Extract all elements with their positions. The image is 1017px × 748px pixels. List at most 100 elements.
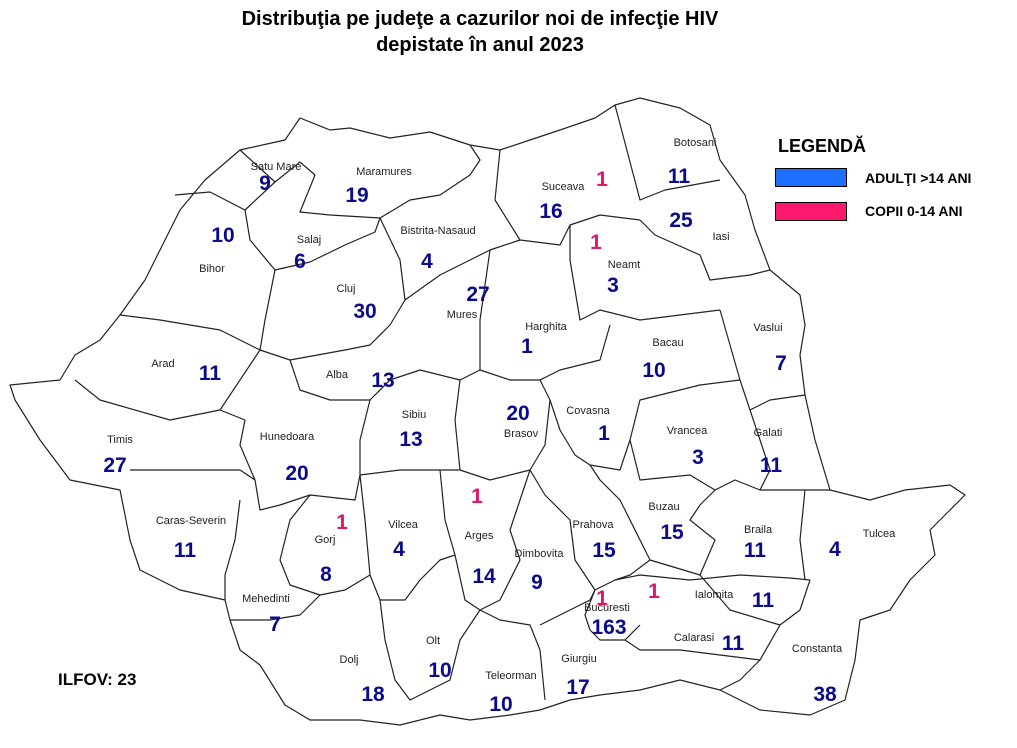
county-name-prahova: Prahova bbox=[573, 519, 615, 531]
adult-count-dolj: 18 bbox=[361, 683, 385, 706]
adult-count-teleorman: 10 bbox=[489, 693, 512, 716]
legend-label-children: COPII 0-14 ANI bbox=[865, 203, 963, 219]
county-name-covasna: Covasna bbox=[566, 405, 610, 417]
adult-count-vilcea: 4 bbox=[393, 538, 405, 561]
adult-count-galati: 11 bbox=[760, 454, 783, 477]
country-outline bbox=[9, 97, 966, 726]
county-name-brasov: Brasov bbox=[504, 428, 539, 440]
legend-label-adults: ADULŢI >14 ANI bbox=[865, 170, 972, 186]
county-name-suceava: Suceava bbox=[542, 181, 586, 193]
county-name-buzau: Buzau bbox=[648, 501, 679, 513]
county-name-timis: Timis bbox=[107, 434, 133, 446]
county-name-calarasi: Calarasi bbox=[674, 632, 714, 644]
adult-count-giurgiu: 17 bbox=[566, 676, 589, 699]
adult-count-ialomita: 11 bbox=[752, 589, 775, 612]
adult-count-bacau: 10 bbox=[642, 359, 665, 382]
county-name-olt: Olt bbox=[426, 635, 440, 647]
adult-count-calarasi: 11 bbox=[722, 632, 745, 655]
adult-count-dimbovita: 9 bbox=[531, 571, 543, 594]
legend-swatch-adults bbox=[775, 168, 847, 187]
county-name-mures: Mures bbox=[447, 309, 478, 321]
child-count-ialomita: 1 bbox=[648, 580, 660, 603]
adult-count-vaslui: 7 bbox=[775, 352, 787, 375]
county-name-braila: Braila bbox=[744, 524, 773, 536]
county-name-harghita: Harghita bbox=[525, 321, 567, 333]
adult-count-maramures: 19 bbox=[345, 184, 368, 207]
adult-count-cluj: 30 bbox=[353, 300, 376, 323]
adult-count-buzau: 15 bbox=[660, 521, 684, 544]
map-title-line-1: Distribuţia pe judeţe a cazurilor noi de… bbox=[241, 8, 719, 30]
adult-count-neamt: 3 bbox=[607, 274, 619, 297]
adult-count-botosani: 11 bbox=[668, 165, 691, 188]
county-name-arges: Arges bbox=[465, 530, 494, 542]
county-name-alba: Alba bbox=[326, 369, 349, 381]
adult-count-alba: 13 bbox=[371, 369, 394, 392]
county-name-neamt: Neamt bbox=[608, 259, 640, 271]
county-name-arad: Arad bbox=[151, 358, 174, 370]
adult-count-iasi: 25 bbox=[669, 209, 693, 232]
county-name-gorj: Gorj bbox=[315, 534, 336, 546]
county-name-galati: Galati bbox=[754, 427, 783, 439]
adult-count-hunedoara: 20 bbox=[285, 462, 308, 485]
adult-count-harghita: 1 bbox=[521, 335, 533, 358]
map-title-line-2: depistate în anul 2023 bbox=[376, 34, 584, 56]
county-name-salaj: Salaj bbox=[297, 234, 321, 246]
child-count-neamt: 1 bbox=[590, 231, 602, 254]
child-count-suceava: 1 bbox=[596, 168, 608, 191]
legend-swatch-children bbox=[775, 202, 847, 221]
county-name-dimbovita: Dimbovita bbox=[515, 548, 565, 560]
county-name-bihor: Bihor bbox=[199, 263, 225, 275]
adult-count-timis: 27 bbox=[103, 454, 126, 477]
child-count-bucuresti: 1 bbox=[596, 587, 608, 610]
county-name-bistrita-nasaud: Bistrita-Nasaud bbox=[400, 225, 475, 237]
adult-count-vrancea: 3 bbox=[692, 446, 704, 469]
county-name-sibiu: Sibiu bbox=[402, 409, 426, 421]
county-name-bacau: Bacau bbox=[652, 337, 683, 349]
adult-count-covasna: 1 bbox=[598, 422, 610, 445]
county-name-satu-mare: Satu Mare bbox=[251, 161, 302, 173]
adult-count-mehedinti: 7 bbox=[269, 613, 281, 636]
child-count-gorj: 1 bbox=[336, 511, 348, 534]
county-name-ialomita: Ialomita bbox=[695, 589, 734, 601]
county-name-cluj: Cluj bbox=[337, 283, 356, 295]
county-name-mehedinti: Mehedinti bbox=[242, 593, 290, 605]
adult-count-arges: 14 bbox=[472, 565, 496, 588]
adult-count-satu-mare: 9 bbox=[259, 172, 271, 195]
child-count-arges: 1 bbox=[471, 485, 483, 508]
county-name-vilcea: Vilcea bbox=[388, 519, 419, 531]
county-name-vaslui: Vaslui bbox=[753, 322, 782, 334]
county-name-bucuresti: Bucuresti bbox=[584, 602, 630, 614]
county-name-caras-severin: Caras-Severin bbox=[156, 515, 226, 527]
adult-count-prahova: 15 bbox=[592, 539, 616, 562]
county-name-hunedoara: Hunedoara bbox=[260, 431, 315, 443]
county-name-constanta: Constanta bbox=[792, 643, 843, 655]
county-name-giurgiu: Giurgiu bbox=[561, 653, 596, 665]
adult-count-braila: 11 bbox=[744, 539, 767, 562]
adult-count-constanta: 38 bbox=[813, 683, 837, 706]
adult-count-olt: 10 bbox=[428, 659, 451, 682]
adult-count-bucuresti: 163 bbox=[591, 616, 626, 639]
county-name-vrancea: Vrancea bbox=[667, 425, 708, 437]
county-name-botosani: Botosani bbox=[674, 137, 717, 149]
county-name-dolj: Dolj bbox=[340, 654, 359, 666]
adult-count-mures: 27 bbox=[466, 283, 489, 306]
county-name-maramures: Maramures bbox=[356, 166, 412, 178]
adult-count-salaj: 6 bbox=[294, 250, 306, 273]
adult-count-tulcea: 4 bbox=[829, 538, 841, 561]
adult-count-arad: 11 bbox=[199, 362, 222, 385]
legend-title: LEGENDĂ bbox=[778, 136, 867, 156]
adult-count-bistrita-nasaud: 4 bbox=[421, 250, 433, 273]
county-name-iasi: Iasi bbox=[712, 231, 729, 243]
county-name-tulcea: Tulcea bbox=[863, 528, 896, 540]
ilfov-count: ILFOV: 23 bbox=[58, 670, 137, 689]
county-borders bbox=[9, 97, 966, 726]
county-name-teleorman: Teleorman bbox=[485, 670, 536, 682]
adult-count-brasov: 20 bbox=[506, 402, 529, 425]
adult-count-gorj: 8 bbox=[320, 563, 332, 586]
adult-count-bihor: 10 bbox=[211, 224, 234, 247]
adult-count-caras-severin: 11 bbox=[174, 539, 197, 562]
adult-count-sibiu: 13 bbox=[399, 428, 422, 451]
adult-count-suceava: 16 bbox=[539, 200, 562, 223]
